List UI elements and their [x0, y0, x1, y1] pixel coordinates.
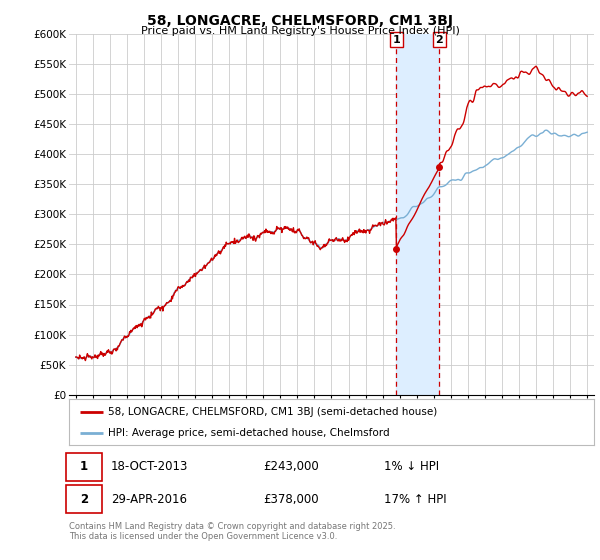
Text: 2: 2 [436, 35, 443, 45]
Text: Price paid vs. HM Land Registry's House Price Index (HPI): Price paid vs. HM Land Registry's House … [140, 26, 460, 36]
FancyBboxPatch shape [67, 453, 102, 481]
Text: 1: 1 [80, 460, 88, 473]
Text: 29-APR-2016: 29-APR-2016 [111, 493, 187, 506]
Text: 1: 1 [392, 35, 400, 45]
Text: 58, LONGACRE, CHELMSFORD, CM1 3BJ (semi-detached house): 58, LONGACRE, CHELMSFORD, CM1 3BJ (semi-… [109, 407, 437, 417]
Text: 1% ↓ HPI: 1% ↓ HPI [384, 460, 439, 473]
Text: 18-OCT-2013: 18-OCT-2013 [111, 460, 188, 473]
FancyBboxPatch shape [67, 485, 102, 513]
Text: £243,000: £243,000 [263, 460, 319, 473]
Text: 2: 2 [80, 493, 88, 506]
Bar [396, 34, 439, 395]
Text: HPI: Average price, semi-detached house, Chelmsford: HPI: Average price, semi-detached house,… [109, 428, 390, 438]
Text: 17% ↑ HPI: 17% ↑ HPI [384, 493, 446, 506]
Text: Contains HM Land Registry data © Crown copyright and database right 2025.
This d: Contains HM Land Registry data © Crown c… [69, 522, 395, 542]
Text: 58, LONGACRE, CHELMSFORD, CM1 3BJ: 58, LONGACRE, CHELMSFORD, CM1 3BJ [147, 14, 453, 28]
Text: £378,000: £378,000 [263, 493, 319, 506]
